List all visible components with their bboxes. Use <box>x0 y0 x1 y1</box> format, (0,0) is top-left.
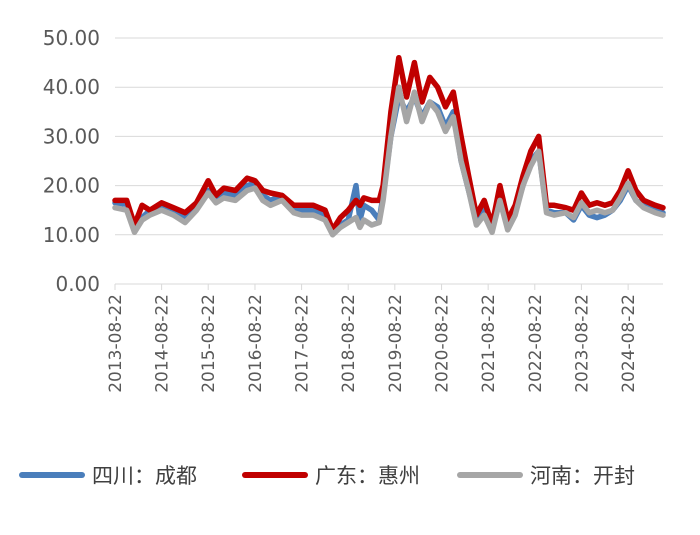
legend-label: 广东：惠州 <box>315 464 420 488</box>
x-tick-label: 2015-08-22 <box>199 294 219 393</box>
series-lines <box>112 54 666 238</box>
legend-label: 河南：开封 <box>530 464 635 488</box>
series-line-3 <box>112 84 666 238</box>
y-tick-label: 50.00 <box>43 26 100 50</box>
y-tick-label: 40.00 <box>43 75 100 99</box>
x-axis: 2013-08-22 2014-08-22 2015-08-22 2016-08-22… <box>106 284 639 393</box>
series-line-2 <box>112 54 666 233</box>
legend: 四川：成都 广东：惠州 河南：开封 <box>19 464 635 488</box>
y-axis: 0.00 10.00 20.00 30.00 40.00 50.00 <box>43 26 100 296</box>
legend-item-2: 广东：惠州 <box>242 464 420 488</box>
x-tick-label: 2019-08-22 <box>386 294 406 393</box>
x-tick-label: 2014-08-22 <box>153 294 173 393</box>
x-tick-label: 2018-08-22 <box>339 294 359 393</box>
x-tick-label: 2021-08-22 <box>479 294 499 393</box>
legend-item-3: 河南：开封 <box>457 464 635 488</box>
x-tick-label: 2024-08-22 <box>619 294 639 393</box>
legend-item-1: 四川：成都 <box>19 464 197 488</box>
y-tick-label: 30.00 <box>43 124 100 148</box>
x-tick-label: 2013-08-22 <box>106 294 126 393</box>
x-tick-label: 2023-08-22 <box>572 294 592 393</box>
y-tick-label: 10.00 <box>43 223 100 247</box>
legend-label: 四川：成都 <box>92 464 197 488</box>
y-tick-label: 0.00 <box>55 272 100 296</box>
y-tick-label: 20.00 <box>43 174 100 198</box>
x-tick-label: 2020-08-22 <box>433 294 453 393</box>
x-tick-label: 2016-08-22 <box>246 294 266 393</box>
x-tick-label: 2017-08-22 <box>293 294 313 393</box>
x-tick-label: 2022-08-22 <box>526 294 546 393</box>
